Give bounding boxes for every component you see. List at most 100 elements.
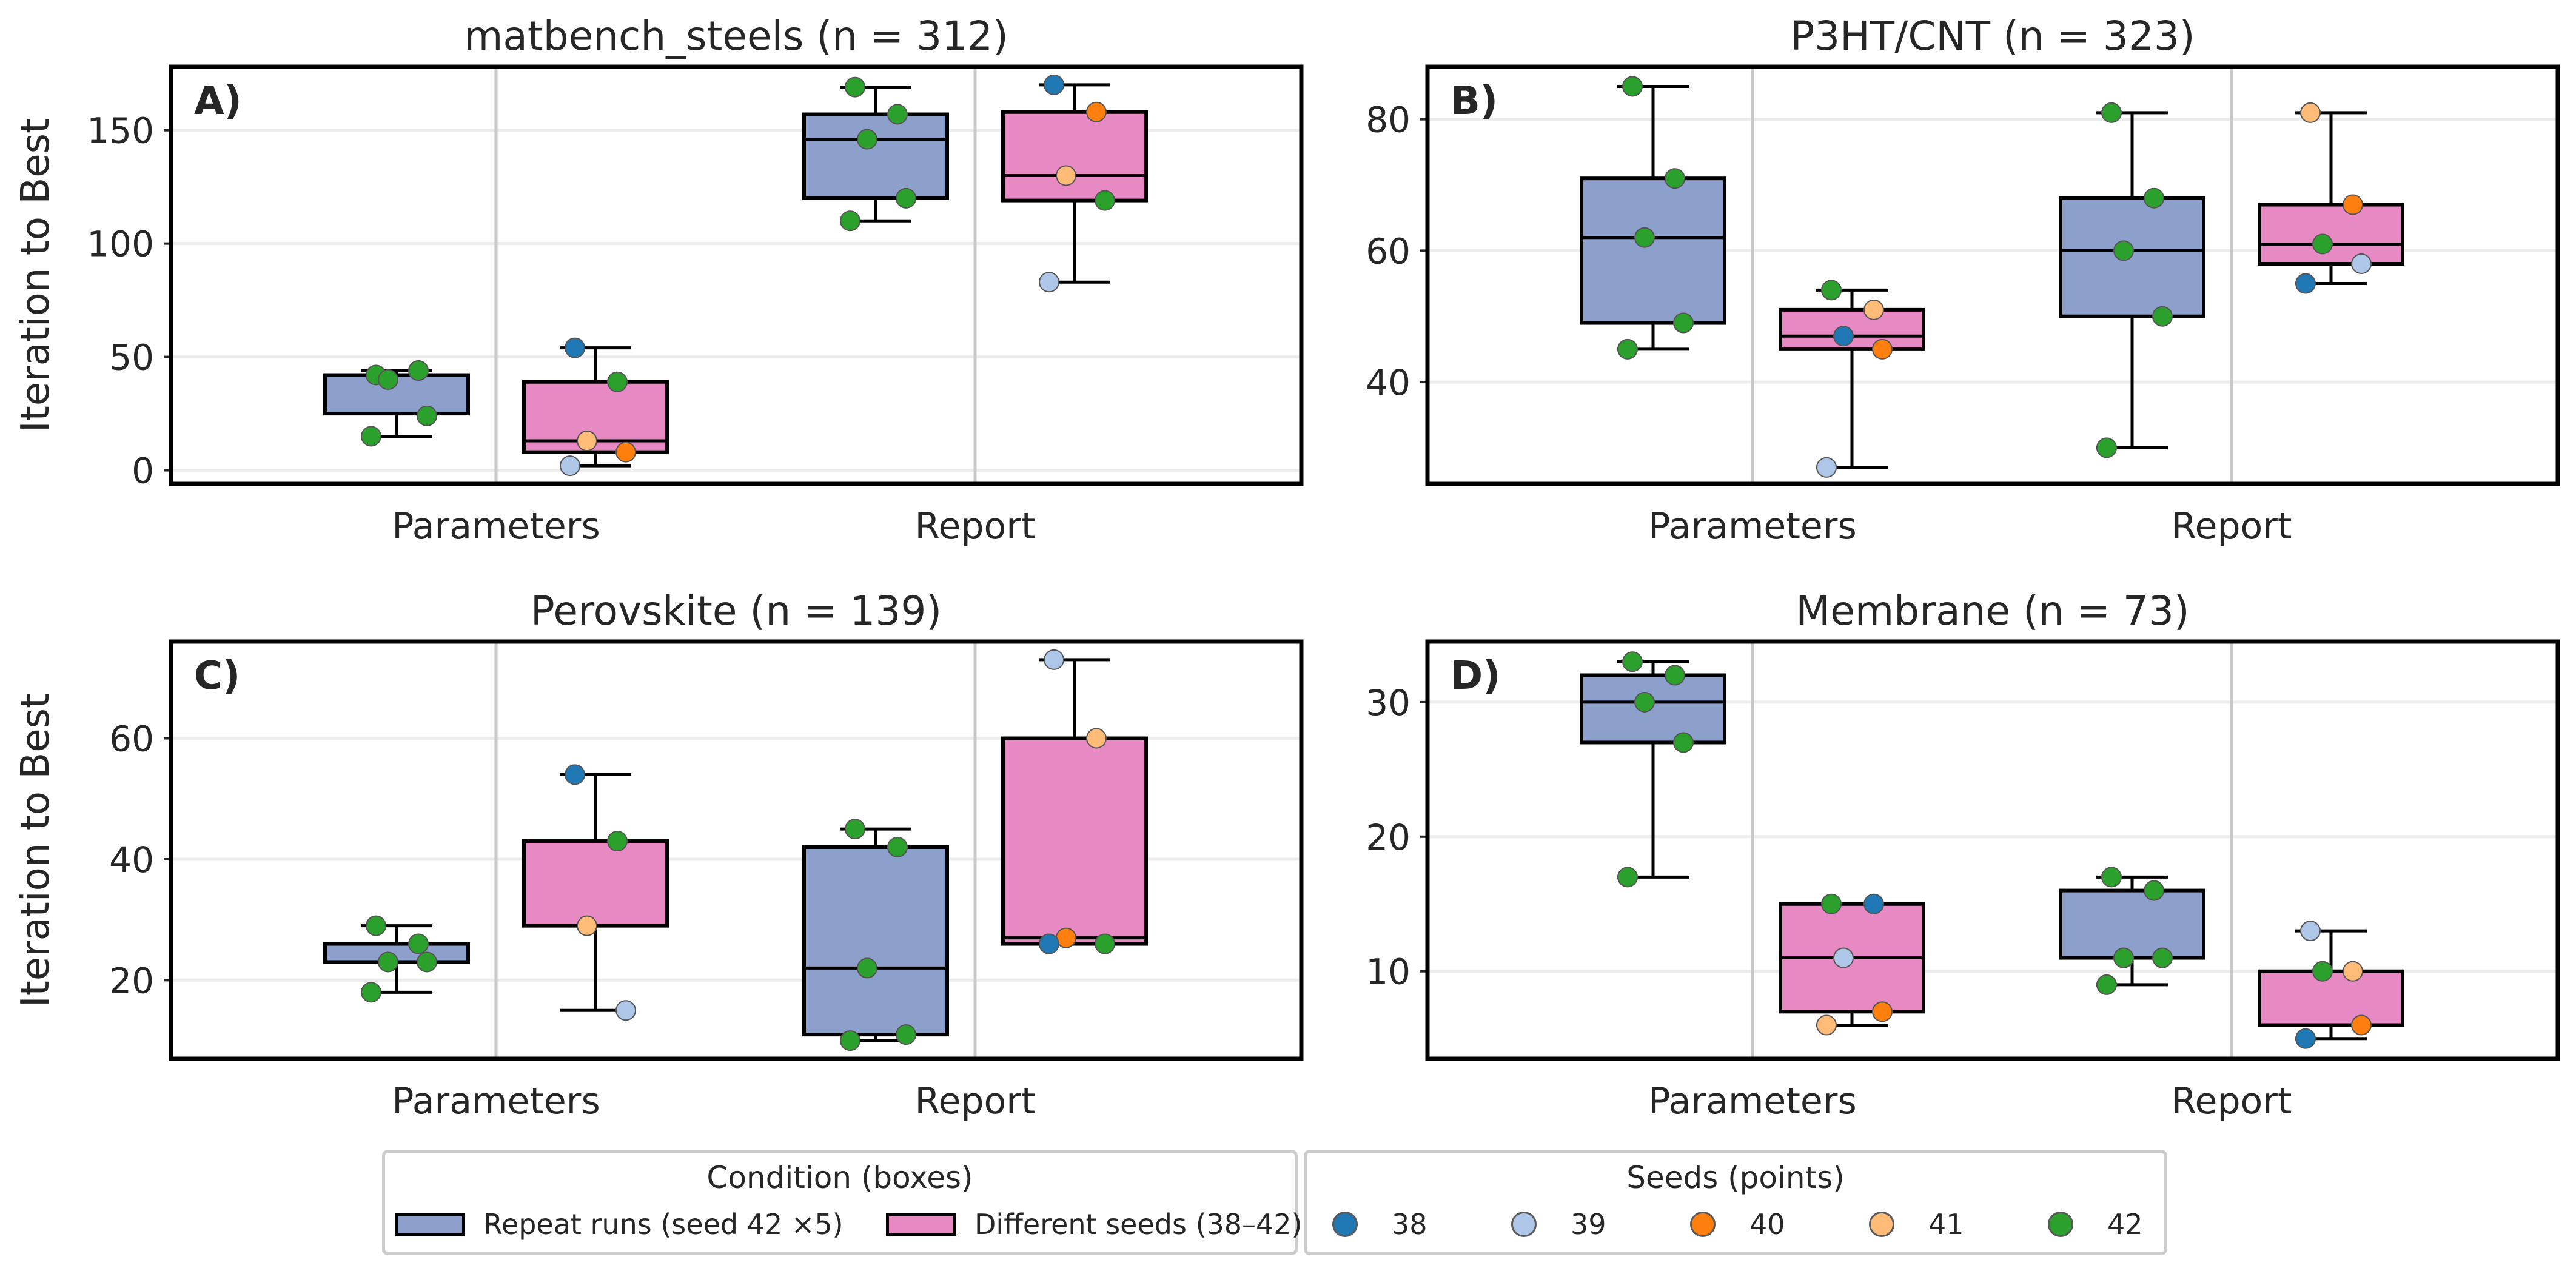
- legend-swatch-repeat: [395, 1213, 465, 1236]
- y-tick-label: 0: [132, 451, 154, 492]
- different-box-report: [1001, 74, 1148, 293]
- seed-42-point: [1622, 651, 1643, 672]
- seed-42-point: [417, 951, 437, 973]
- panel-label: A): [194, 79, 242, 124]
- panel-label: C): [194, 654, 240, 699]
- panel-d: Parameters Report 10 20 30 D) Membrane (n = 73…: [1366, 588, 2560, 1122]
- x-tick-label: Report: [2172, 505, 2292, 548]
- x-tick-label: Parameters: [1648, 505, 1856, 548]
- seed-42-point: [1095, 190, 1115, 211]
- seed-38-point: [1044, 74, 1064, 95]
- seed-38-point: [2295, 273, 2316, 294]
- legend-entry-repeat-runs: Repeat runs (seed 42 ×5): [395, 1205, 844, 1244]
- panel-b: Parameters Report 40 60 80 B) P3HT/CNT (n = 32…: [1366, 13, 2560, 548]
- seed-39-point: [2351, 253, 2372, 275]
- legend-condition-title: Condition (boxes): [706, 1160, 973, 1195]
- seed-39-point: [1833, 947, 1854, 968]
- legend-label-seed-38: 38: [1392, 1208, 1427, 1241]
- seed-38-point: [1833, 326, 1854, 347]
- box-body: [1001, 110, 1148, 203]
- box-body: [802, 112, 949, 200]
- seed-42-point: [2152, 306, 2173, 327]
- y-tick-label: 50: [109, 337, 154, 378]
- seed-42-point: [1617, 338, 1638, 360]
- box-body: [2059, 196, 2205, 318]
- seed-42-point: [1821, 280, 1842, 301]
- seed-40-point: [1872, 338, 1893, 360]
- different-box-report: [2258, 921, 2404, 1049]
- legend-entry-seed-38: 38: [1332, 1205, 1427, 1244]
- seed-42-point: [887, 104, 908, 125]
- seed-42-point: [417, 405, 437, 426]
- x-tick-label: Report: [915, 505, 1036, 548]
- seed-42-point: [840, 210, 860, 232]
- x-tick-label: Report: [915, 1080, 1036, 1122]
- y-axis-label: Iteration to Best: [13, 118, 58, 432]
- seed-38-point: [2295, 1028, 2316, 1049]
- seed-42-point: [2096, 437, 2117, 458]
- seed-40-point: [615, 441, 636, 463]
- y-tick-label: 60: [109, 719, 154, 760]
- seed-42-point: [361, 426, 381, 447]
- seed-42-point: [378, 951, 398, 973]
- y-tick-label: 150: [87, 110, 154, 152]
- repeat-box-parameters: [323, 360, 470, 447]
- box-body: [2258, 203, 2404, 266]
- seed-39-point: [615, 1000, 636, 1021]
- box-body: [522, 839, 669, 928]
- legend-entry-seed-42: 42: [2048, 1205, 2143, 1244]
- repeat-box-parameters: [1580, 651, 1726, 888]
- seed-42-point: [1821, 893, 1842, 914]
- y-tick-label: 20: [109, 960, 154, 1001]
- seed-42-point: [366, 915, 386, 936]
- panel-c: Parameters Report 20 40 60 C) Perovskite (n = …: [13, 588, 1304, 1122]
- x-tick-label: Parameters: [392, 1080, 600, 1122]
- legend-entry-seed-41: 41: [1869, 1205, 1964, 1244]
- seed-42-point: [2113, 240, 2134, 261]
- panel-label: D): [1451, 654, 1500, 699]
- seed-42-point: [2144, 880, 2164, 901]
- legend-label-seed-40: 40: [1749, 1208, 1785, 1241]
- legend-label-different: Different seeds (38–42): [974, 1208, 1303, 1241]
- seed-42-point: [1622, 76, 1643, 97]
- seed-40-point: [2343, 194, 2363, 215]
- seed-42-point: [1634, 691, 1655, 713]
- seed-39-marker: [1511, 1212, 1537, 1237]
- seed-42-point: [1095, 933, 1115, 954]
- seed-42-point: [607, 831, 628, 852]
- seed-42-point: [845, 819, 865, 840]
- seed-41-point: [2343, 961, 2363, 982]
- legend-label-seed-39: 39: [1571, 1208, 1606, 1241]
- box-body: [1580, 673, 1726, 745]
- seed-42-point: [840, 1030, 860, 1051]
- seed-41-marker: [1869, 1212, 1894, 1237]
- different-box-parameters: [522, 337, 669, 477]
- seed-40-point: [1086, 101, 1107, 122]
- seed-42-point: [378, 369, 398, 390]
- seed-42-point: [1665, 168, 1685, 189]
- seed-38-marker: [1332, 1212, 1358, 1237]
- panel-label: B): [1451, 79, 1498, 124]
- axes-frame: [1425, 639, 2560, 1061]
- seed-42-point: [857, 957, 877, 979]
- seed-41-point: [1863, 299, 1884, 320]
- repeat-box-parameters: [323, 915, 470, 1003]
- box-body: [1580, 176, 1726, 325]
- y-tick-label: 30: [1366, 682, 1410, 723]
- panel-title: matbench_steels (n = 312): [464, 13, 1008, 59]
- seed-42-point: [857, 129, 877, 150]
- seed-39-point: [1816, 457, 1837, 478]
- seed-38-point: [565, 764, 585, 785]
- legend-label-seed-41: 41: [1928, 1208, 1964, 1241]
- repeat-box-report: [2059, 867, 2205, 995]
- seed-42-point: [2113, 947, 2134, 968]
- legend-label-repeat: Repeat runs (seed 42 ×5): [483, 1208, 844, 1241]
- seed-41-point: [577, 915, 597, 936]
- seed-38-point: [565, 337, 585, 358]
- repeat-box-parameters: [1580, 76, 1726, 360]
- repeat-box-report: [802, 819, 949, 1051]
- seed-42-point: [2096, 974, 2117, 995]
- seed-42-point: [845, 76, 865, 98]
- seed-42-point: [1673, 732, 1694, 753]
